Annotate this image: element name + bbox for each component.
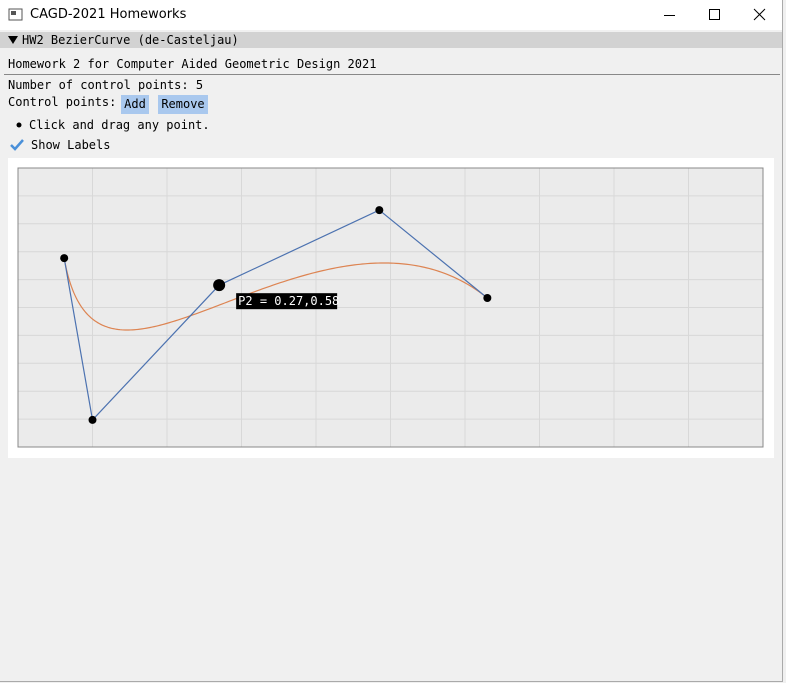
window-title: CAGD-2021 Homeworks: [30, 7, 187, 22]
app-icon: [8, 8, 23, 21]
count-text: Number of control points: 5: [8, 78, 204, 92]
hint: Click and drag any point.: [29, 118, 210, 132]
title-bar: CAGD-2021 Homeworks: [0, 0, 782, 30]
remove-button[interactable]: Remove: [158, 95, 208, 114]
point-label: P2 = 0.27,0.58: [238, 294, 339, 308]
maximize-button[interactable]: [709, 9, 720, 20]
bullet: [16, 122, 22, 128]
control-point[interactable]: [60, 254, 69, 263]
checkbox[interactable]: [8, 137, 26, 153]
plot[interactable]: P2 = 0.27,0.58: [8, 158, 774, 458]
close-button[interactable]: [753, 8, 766, 21]
add-button[interactable]: Add: [121, 95, 149, 114]
checkbox-label: Show Labels: [31, 138, 111, 152]
collapsing-header[interactable]: HW2 BezierCurve (de-Casteljau): [0, 32, 782, 48]
control-point[interactable]: [483, 294, 492, 303]
bezier-curve: [63, 258, 488, 331]
app-icon-detail: [11, 11, 16, 15]
control-points-label: Control points:: [8, 95, 117, 109]
check-mark: [10, 139, 24, 151]
control-point[interactable]: [213, 279, 226, 292]
control-point[interactable]: [88, 415, 97, 424]
collapse-arrow: [8, 36, 18, 44]
point-label-bg: [236, 293, 338, 310]
title-icons: [8, 8, 766, 21]
description: Homework 2 for Computer Aided Geometric …: [8, 57, 377, 71]
separator: [4, 74, 780, 75]
header-text: HW2 BezierCurve (de-Casteljau): [22, 33, 239, 47]
control-point[interactable]: [375, 206, 384, 215]
plot-border: [17, 167, 764, 448]
